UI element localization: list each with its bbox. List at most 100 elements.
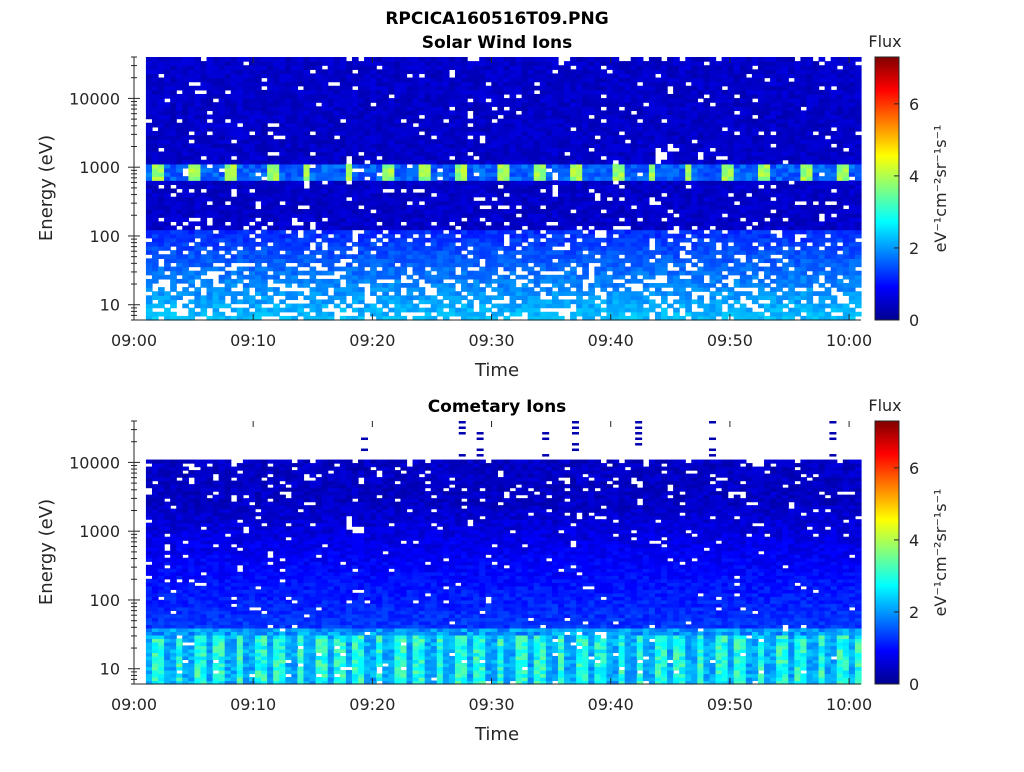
spectrogram-cell: [606, 118, 614, 124]
spectrogram-cell: [642, 114, 650, 120]
spectrogram-cell: [242, 89, 250, 95]
spectrogram-cell: [194, 85, 202, 91]
spectrogram-cell: [685, 229, 692, 235]
spectrogram-cell: [521, 126, 529, 132]
spectrogram-cell: [400, 163, 408, 169]
spectrogram-cell: [551, 233, 559, 239]
spectrogram-cell: [515, 61, 523, 66]
spectrogram-cell: [509, 303, 517, 309]
spectrogram-cell: [418, 110, 426, 116]
spectrogram-cell: [461, 307, 468, 313]
spectrogram-cell: [673, 311, 680, 317]
spectrogram-cell: [230, 295, 238, 301]
spectrogram-cell: [570, 122, 577, 128]
spectrogram-cell: [679, 246, 686, 251]
spectrogram-cell: [485, 180, 492, 185]
spectrogram-cell: [394, 176, 402, 181]
spectrogram-cell: [200, 126, 208, 132]
spectrogram-cell: [315, 65, 323, 70]
spectrogram-cell: [212, 303, 220, 309]
spectrogram-cell: [485, 73, 492, 79]
spectrogram-cell: [200, 172, 208, 177]
spectrogram-cell: [248, 196, 256, 202]
spectrogram-cell: [194, 200, 202, 206]
spectrogram-cell: [679, 180, 686, 185]
spectrogram-cell: [527, 311, 535, 317]
spectrogram-cell: [515, 106, 523, 112]
spectrogram-cell: [255, 299, 262, 305]
spectrogram-cell: [345, 254, 353, 259]
spectrogram-cell: [194, 167, 202, 173]
spectrogram-cell: [261, 233, 268, 239]
spectrogram-cell: [473, 213, 480, 218]
spectrogram-cell: [364, 270, 371, 276]
spectrogram-cell: [388, 143, 395, 149]
spectrogram-cell: [339, 167, 347, 173]
spectrogram-cell: [527, 196, 535, 202]
spectrogram-cell: [600, 266, 608, 272]
spectrogram-cell: [230, 315, 238, 321]
spectrogram-cell: [545, 126, 553, 132]
spectrogram-cell: [218, 155, 226, 161]
spectrogram-cell: [145, 250, 153, 255]
spectrogram-cell: [145, 172, 153, 177]
spectrogram-cell: [151, 139, 159, 144]
spectrogram-cell: [394, 254, 402, 259]
spectrogram-cell: [164, 196, 171, 202]
spectrogram-cell: [654, 213, 662, 218]
spectrogram-cell: [230, 172, 238, 177]
spectrogram-cell: [394, 278, 402, 284]
spectrogram-cell: [351, 118, 359, 124]
spectrogram-cell: [218, 196, 226, 202]
spectrogram-cell: [351, 135, 359, 140]
spectrogram-cell: [212, 114, 220, 120]
spectrogram-cell: [370, 118, 377, 124]
spectrogram-cell: [527, 147, 535, 153]
spectrogram-cell: [182, 303, 189, 309]
spectrogram-cell: [218, 98, 226, 103]
spectrogram-cell: [218, 139, 226, 144]
spectrogram-cell: [164, 176, 171, 181]
spectrogram-cell: [345, 233, 353, 239]
spectrogram-cell: [479, 110, 486, 116]
spectrogram-cell: [376, 151, 383, 157]
spectrogram-cell: [533, 184, 541, 190]
spectrogram-cell: [358, 295, 365, 301]
spectrogram-cell: [236, 135, 244, 140]
spectrogram-cell: [345, 262, 353, 268]
spectrogram-cell: [327, 93, 335, 99]
spectrogram-cell: [467, 106, 474, 112]
spectrogram-cell: [527, 110, 535, 116]
spectrogram-cell: [436, 61, 444, 66]
spectrogram-cell: [497, 213, 505, 218]
spectrogram-cell: [370, 73, 377, 79]
spectrogram-cell: [430, 295, 438, 301]
spectrogram-cell: [176, 143, 183, 149]
spectrogram-cell: [297, 163, 305, 169]
spectrogram-cell: [442, 163, 450, 169]
spectrogram-cell: [667, 61, 674, 66]
spectrogram-cell: [479, 287, 486, 292]
spectrogram-cell: [667, 200, 674, 206]
spectrogram-cell: [673, 85, 680, 91]
spectrogram-cell: [303, 122, 311, 128]
spectrogram-cell: [388, 118, 395, 124]
spectrogram-cell: [248, 311, 256, 317]
spectrogram-cell: [188, 61, 195, 66]
spectrogram-cell: [461, 110, 468, 116]
spectrogram-cell: [388, 299, 395, 305]
spectrogram-cell: [642, 167, 650, 173]
spectrogram-cell: [333, 176, 341, 181]
spectrogram-cell: [485, 69, 492, 75]
spectrogram-cell: [588, 102, 595, 107]
spectrogram-cell: [164, 315, 171, 321]
spectrogram-cell: [212, 176, 220, 181]
spectrogram-cell: [454, 192, 462, 198]
spectrogram-cell: [533, 65, 541, 70]
spectrogram-cell: [200, 139, 208, 144]
spectrogram-cell: [248, 184, 256, 190]
spectrogram-cell: [521, 118, 529, 124]
spectrogram-cell: [539, 241, 547, 247]
spectrogram-cell: [364, 246, 371, 251]
spectrogram-cell: [564, 192, 571, 198]
